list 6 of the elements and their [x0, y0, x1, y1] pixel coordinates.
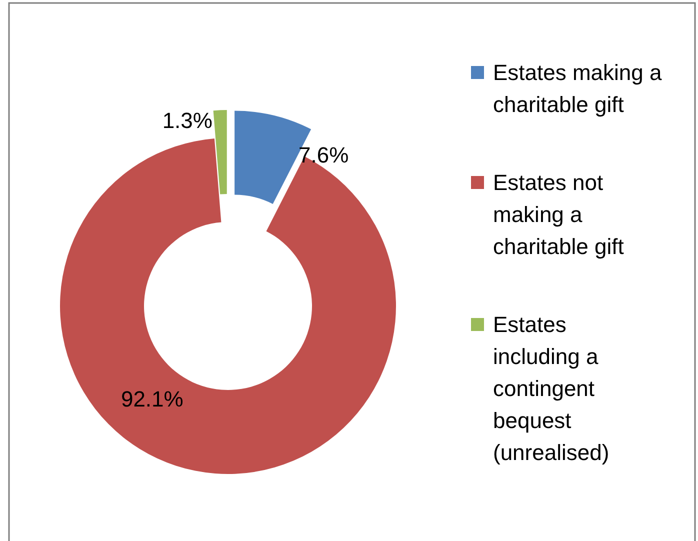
data-label: 7.6% — [298, 142, 349, 168]
data-label: 92.1% — [120, 386, 184, 412]
data-label: 1.3% — [162, 108, 212, 134]
legend-label: Estates not making a charitable gift — [493, 170, 624, 259]
legend-label: Estates making a charitable gift — [493, 60, 663, 117]
legend-label: Estates including a contingent bequest (unrealised) — [493, 312, 610, 465]
